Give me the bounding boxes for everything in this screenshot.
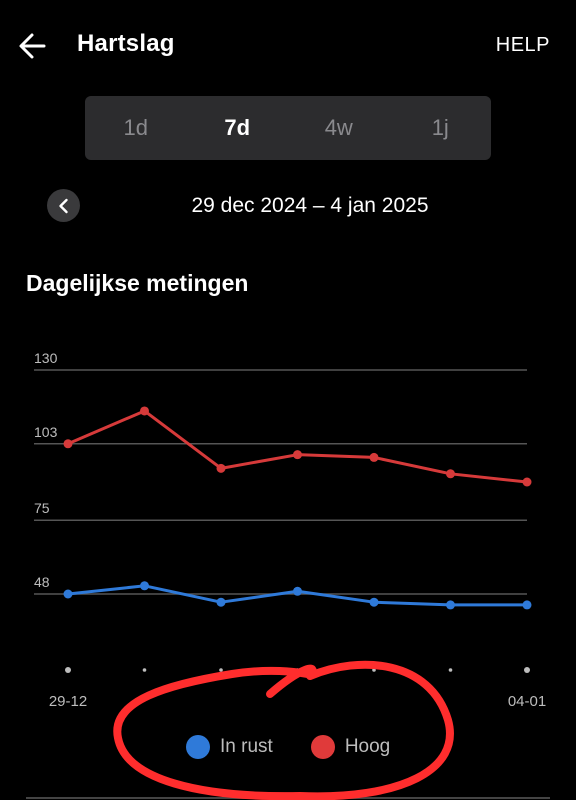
data-point[interactable] — [369, 452, 379, 462]
y-tick-label: 130 — [34, 350, 58, 366]
data-point[interactable] — [63, 589, 73, 599]
tab-1j[interactable]: 1j — [431, 115, 449, 140]
period-segmented-control: 1d 7d 4w 1j — [85, 96, 491, 160]
x-tick-mark — [219, 668, 223, 672]
data-point[interactable] — [63, 439, 73, 449]
page-title: Hartslag — [77, 30, 175, 57]
x-tick-mark — [372, 668, 376, 672]
x-tick-mark — [448, 668, 453, 672]
data-point[interactable] — [140, 581, 149, 591]
top-app-bar: Hartslag HELP — [0, 0, 576, 90]
legend-resting-swatch — [186, 735, 210, 759]
y-tick-label: 48 — [34, 574, 50, 590]
tab-1d[interactable]: 1d — [123, 115, 148, 140]
legend-item-high[interactable]: Hoog — [310, 735, 391, 759]
date-range-label: 29 dec 2024 – 4 jan 2025 — [191, 194, 429, 217]
data-point[interactable] — [446, 600, 455, 610]
x-tick-mark — [524, 667, 530, 673]
previous-period-button[interactable] — [47, 189, 80, 222]
x-tick-mark — [142, 668, 147, 672]
legend-item-resting[interactable]: In rust — [186, 735, 273, 759]
y-tick-label: 75 — [34, 500, 50, 516]
heart-rate-chart: 48 75 103 130 29-12 04-01 — [34, 350, 546, 710]
data-point[interactable] — [140, 406, 149, 416]
arrow-left-icon — [19, 33, 46, 59]
chart-legend: In rust Hoog — [186, 735, 390, 759]
section-title: Dagelijkse metingen — [26, 270, 249, 296]
data-point[interactable] — [446, 469, 455, 479]
back-button[interactable] — [14, 28, 50, 64]
legend-resting-label: In rust — [220, 736, 273, 757]
date-navigator: 29 dec 2024 – 4 jan 2025 — [0, 188, 576, 224]
data-point[interactable] — [522, 600, 532, 610]
x-tick-label: 29-12 — [49, 693, 87, 710]
data-point[interactable] — [216, 597, 226, 607]
help-button[interactable]: HELP — [495, 34, 550, 56]
tab-7d[interactable]: 7d — [224, 115, 251, 140]
legend-high-swatch — [310, 735, 335, 759]
data-point[interactable] — [522, 477, 532, 487]
x-tick-mark — [65, 667, 71, 673]
chevron-left-icon — [58, 198, 68, 213]
series-line-hoog — [67, 409, 528, 484]
tab-4w[interactable]: 4w — [324, 115, 353, 140]
legend-high-label: Hoog — [344, 736, 391, 757]
x-tick-label: 04-01 — [508, 693, 546, 710]
divider — [26, 797, 550, 799]
y-tick-label: 103 — [34, 424, 58, 440]
data-point[interactable] — [293, 450, 302, 460]
data-point[interactable] — [369, 597, 379, 607]
x-tick-mark — [295, 668, 300, 672]
data-point[interactable] — [216, 463, 226, 473]
data-point[interactable] — [293, 586, 302, 596]
